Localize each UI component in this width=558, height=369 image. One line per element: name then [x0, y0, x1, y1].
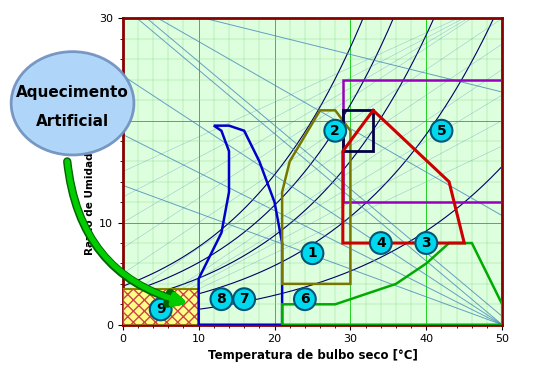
- Ellipse shape: [13, 53, 132, 154]
- Ellipse shape: [14, 54, 131, 152]
- Y-axis label: Razão de Umidade - w[g/kg]: Razão de Umidade - w[g/kg]: [84, 89, 95, 255]
- FancyArrowPatch shape: [68, 161, 179, 304]
- Ellipse shape: [13, 53, 132, 154]
- Ellipse shape: [12, 52, 133, 155]
- Ellipse shape: [13, 53, 132, 154]
- Ellipse shape: [13, 54, 132, 153]
- Text: 5: 5: [436, 124, 446, 138]
- Ellipse shape: [12, 52, 133, 154]
- Ellipse shape: [14, 54, 131, 153]
- Text: 1: 1: [307, 246, 318, 260]
- FancyArrowPatch shape: [68, 161, 182, 304]
- Text: 8: 8: [217, 292, 227, 306]
- Text: 4: 4: [376, 236, 386, 250]
- Ellipse shape: [14, 54, 131, 153]
- Text: Artificial: Artificial: [36, 114, 109, 129]
- Ellipse shape: [11, 52, 134, 155]
- Ellipse shape: [12, 52, 133, 155]
- Ellipse shape: [13, 54, 132, 153]
- Ellipse shape: [12, 53, 133, 154]
- Ellipse shape: [12, 52, 133, 155]
- Text: 2: 2: [330, 124, 340, 138]
- Text: 9: 9: [156, 303, 166, 316]
- Ellipse shape: [11, 52, 134, 155]
- Text: 7: 7: [239, 292, 249, 306]
- Ellipse shape: [13, 54, 132, 153]
- Text: Aquecimento: Aquecimento: [16, 85, 129, 100]
- Ellipse shape: [12, 53, 133, 154]
- Ellipse shape: [11, 52, 134, 155]
- X-axis label: Temperatura de bulbo seco [°C]: Temperatura de bulbo seco [°C]: [208, 349, 417, 362]
- Text: 3: 3: [421, 236, 431, 250]
- Ellipse shape: [12, 52, 133, 154]
- Ellipse shape: [13, 54, 132, 153]
- Text: 6: 6: [300, 292, 310, 306]
- Ellipse shape: [12, 52, 133, 154]
- Polygon shape: [123, 289, 199, 325]
